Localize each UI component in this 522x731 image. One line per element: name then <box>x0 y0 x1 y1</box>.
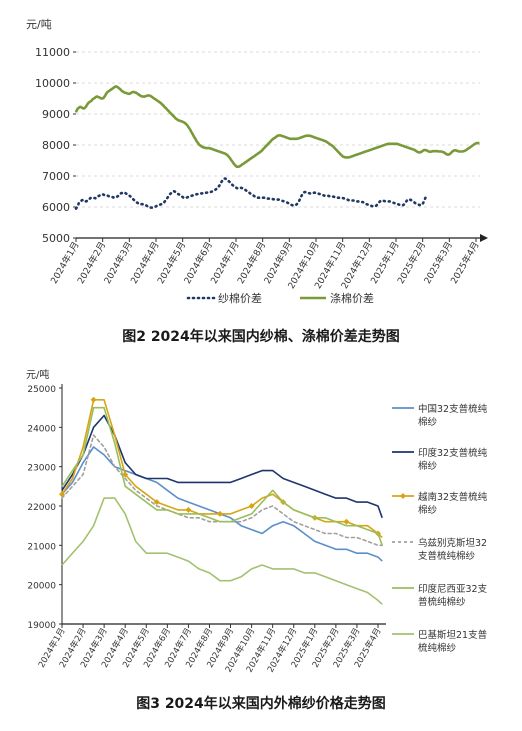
legend-label: 印度尼西亚32支普梳纯棉纱 <box>418 583 488 608</box>
series-line <box>61 497 383 605</box>
series-marker <box>153 499 160 506</box>
y-axis-unit-label: 元/吨 <box>26 18 52 31</box>
chart-yarn-prices: 元/吨 19000200002100022000230002400025000 … <box>26 368 488 674</box>
y-tick-label: 5000 <box>42 232 70 245</box>
x-axis-arrow <box>480 234 488 242</box>
y-axis-unit-label: 元/吨 <box>26 368 49 381</box>
x-tick-labels: 2024年1月2024年2月2024年3月2024年4月2024年5月2024年… <box>36 626 384 674</box>
legend: 纱棉价差 涤棉价差 <box>186 291 374 305</box>
series-marker <box>248 503 255 509</box>
series-line <box>61 406 383 546</box>
legend-label: 印度32支普梳纯棉纱 <box>418 447 488 472</box>
y-tick-labels: 5000 6000 7000 8000 9000 10000 11000 <box>35 46 70 245</box>
series-lines <box>74 85 481 210</box>
series-line <box>74 177 429 210</box>
series-marker <box>59 491 65 498</box>
series-lines <box>59 396 384 605</box>
y-tick-label: 25000 <box>27 385 56 395</box>
legend-label: 乌兹别克斯坦32 支普梳纯棉纱 <box>418 537 487 562</box>
y-tick-label: 10000 <box>35 77 70 90</box>
series-line <box>74 85 481 168</box>
y-tick-label: 24000 <box>27 424 56 434</box>
series-marker <box>343 518 350 525</box>
chart-spread: 元/吨 5000 6000 7000 8000 9000 10000 11000 2024年… <box>26 18 488 305</box>
y-tick-label: 9000 <box>42 108 70 121</box>
legend-label: 越南32支普梳纯棉纱 <box>418 491 488 516</box>
series-line <box>61 446 383 562</box>
y-tick-label: 21000 <box>27 542 56 552</box>
y-tick-label: 11000 <box>35 46 70 59</box>
axes <box>59 384 386 628</box>
y-tick-labels: 19000 20000 21000 22000 23000 24000 25000 <box>27 385 56 631</box>
legend-label: 涤棉价差 <box>330 291 374 305</box>
series-line <box>61 434 384 547</box>
y-tick-label: 22000 <box>27 503 56 513</box>
y-tick-label: 7000 <box>42 170 70 183</box>
series-line <box>61 398 383 539</box>
y-tick-label: 8000 <box>42 139 70 152</box>
legend-marker <box>400 493 406 499</box>
figure-caption-2: 图2 2024年以来国内纱棉、涤棉价差走势图 <box>122 329 400 345</box>
x-axis <box>73 51 488 242</box>
y-tick-label: 23000 <box>27 464 56 474</box>
series-marker <box>217 510 223 517</box>
series-line <box>61 414 383 519</box>
legend-label: 纱棉价差 <box>218 291 262 305</box>
y-tick-label: 20000 <box>27 582 56 592</box>
y-tick-label: 19000 <box>27 621 56 631</box>
series-marker <box>90 396 97 403</box>
legend-label: 中国32支普梳纯棉纱 <box>418 403 488 428</box>
gridlines <box>76 51 480 208</box>
series-marker <box>185 506 192 513</box>
legend-label: 巴基斯坦21支普梳纯棉纱 <box>418 629 488 654</box>
x-tick-labels: 2024年1月2024年2月2024年3月2024年4月2024年5月2024年… <box>48 239 482 290</box>
y-tick-label: 6000 <box>42 201 70 214</box>
figure-caption-3: 图3 2024年以来国内外棉纱价格走势图 <box>136 696 386 712</box>
